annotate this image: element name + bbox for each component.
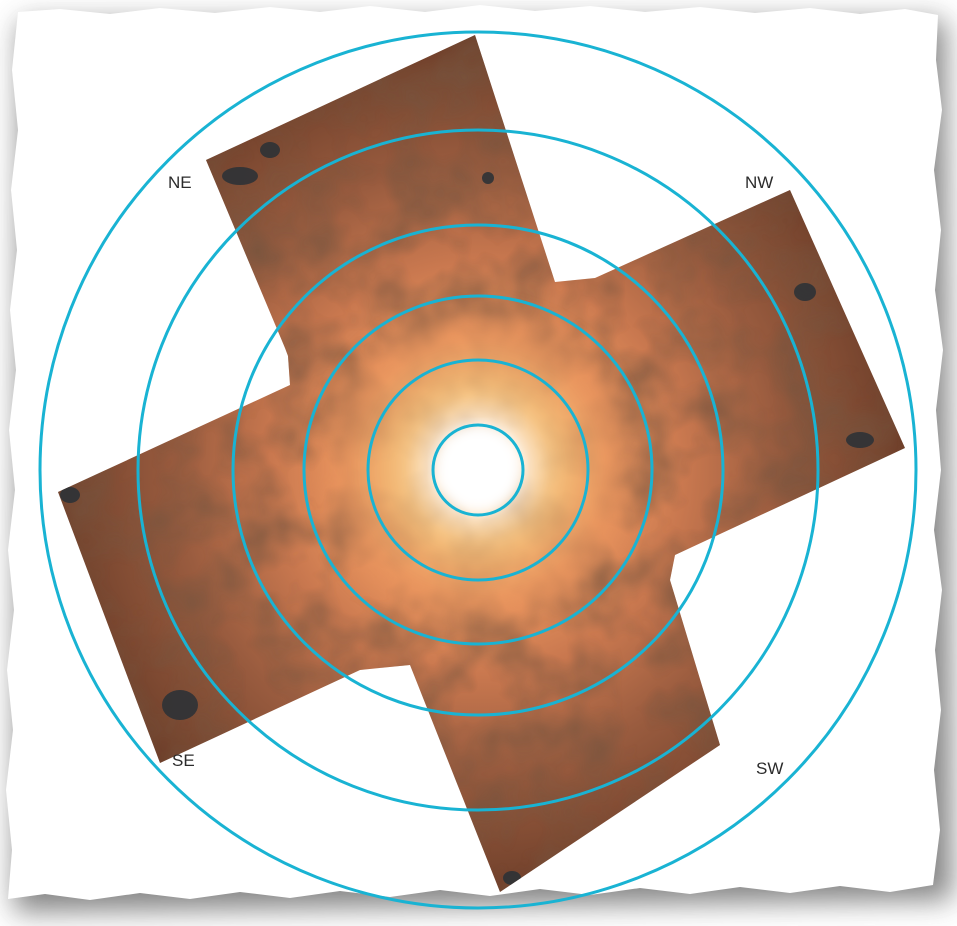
ring-5: [136, 128, 820, 812]
ring-1: [431, 423, 525, 517]
concentric-rings: [38, 30, 918, 910]
label-se: SE: [172, 751, 195, 770]
ring-3: [302, 294, 654, 646]
label-ne: NE: [168, 173, 192, 192]
ring-2: [366, 358, 590, 582]
label-nw: NW: [745, 173, 773, 192]
ring-6: [38, 30, 918, 910]
label-sw: SW: [756, 759, 783, 778]
ring-4: [231, 223, 725, 717]
